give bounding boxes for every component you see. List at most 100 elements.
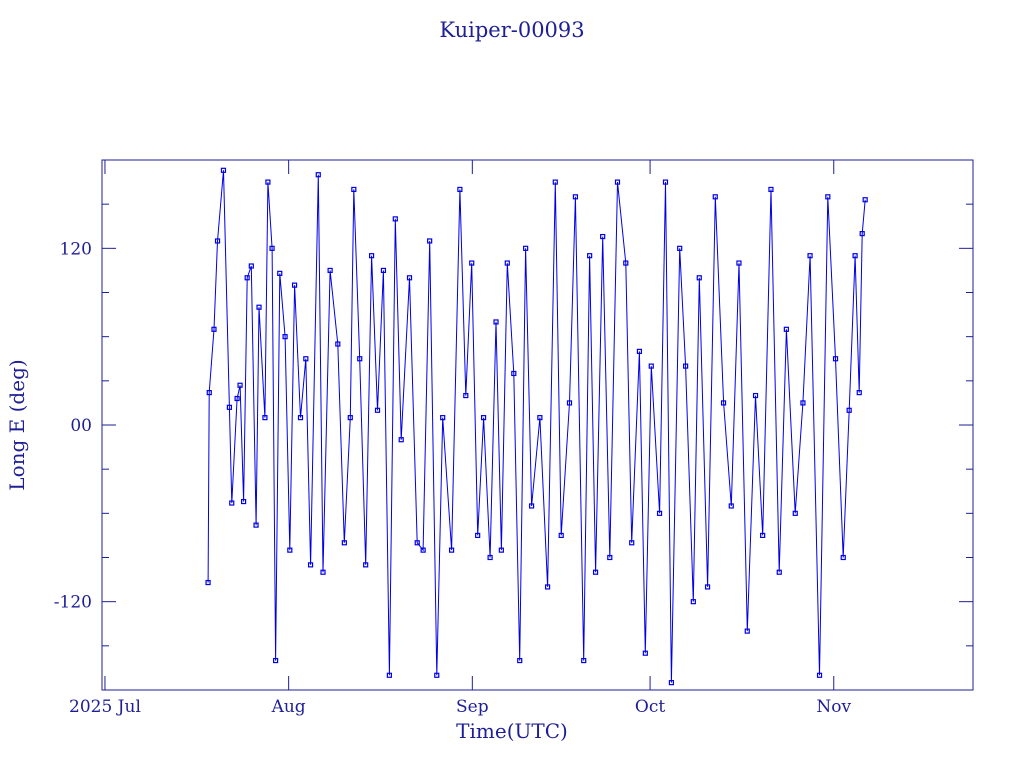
data-point — [226, 404, 232, 410]
data-point — [859, 231, 865, 237]
data-point — [690, 599, 696, 605]
x-axis-label: Time(UTC) — [456, 719, 568, 743]
data-point — [648, 363, 654, 369]
data-point — [807, 253, 813, 259]
y-tick-label: -120 — [54, 593, 92, 613]
data-point — [386, 672, 392, 678]
data-point — [528, 503, 535, 509]
data-point — [840, 554, 846, 561]
data-point — [720, 400, 727, 406]
data-point — [544, 584, 551, 590]
data-point — [572, 194, 579, 200]
data-point — [825, 194, 831, 200]
data-point — [229, 500, 235, 506]
x-tick-label: Aug — [271, 697, 306, 717]
data-point — [341, 540, 347, 546]
data-point — [406, 275, 413, 281]
data-point — [469, 260, 475, 266]
data-point — [256, 304, 262, 310]
data-point — [677, 245, 683, 251]
data-point — [374, 407, 381, 413]
data-point — [253, 522, 259, 528]
data-point — [206, 390, 212, 396]
data-point — [852, 253, 858, 259]
data-point — [414, 540, 420, 546]
data-point — [269, 245, 275, 251]
data-point — [244, 275, 250, 281]
data-point — [303, 356, 309, 362]
data-point — [480, 415, 487, 421]
data-point — [487, 554, 493, 561]
plot-area — [205, 167, 868, 686]
x-tick-label: Sep — [456, 697, 489, 717]
data-point — [205, 579, 211, 586]
data-point — [420, 547, 426, 553]
data-point — [614, 179, 621, 185]
data-point — [392, 216, 398, 222]
data-point — [744, 628, 750, 634]
data-point — [768, 186, 774, 193]
data-point — [683, 363, 689, 369]
data-point — [351, 186, 357, 193]
data-point — [862, 197, 868, 203]
data-point — [357, 356, 363, 362]
data-point — [792, 510, 798, 516]
data-point — [642, 650, 648, 656]
data-point — [297, 415, 304, 421]
data-point — [214, 238, 221, 244]
data-point — [629, 540, 635, 546]
data-point — [704, 584, 711, 590]
data-point — [241, 498, 247, 505]
data-point — [783, 326, 789, 332]
data-point — [776, 569, 782, 575]
data-point — [623, 260, 629, 266]
data-point — [211, 326, 217, 332]
data-point — [760, 532, 766, 539]
data-point — [320, 569, 326, 575]
data-point — [315, 172, 321, 178]
data-point — [736, 260, 742, 266]
data-point — [607, 554, 613, 561]
data-point — [335, 341, 341, 347]
x-tick-label: Oct — [635, 697, 665, 717]
data-point — [363, 562, 369, 568]
data-point — [448, 547, 455, 553]
data-point — [277, 270, 283, 276]
data-point — [800, 400, 806, 406]
x-tick-label: Nov — [816, 697, 851, 717]
data-point — [427, 238, 433, 244]
x-tick-label: 2025 Jul — [69, 697, 141, 717]
data-point — [600, 233, 606, 240]
data-point — [816, 672, 823, 678]
data-point — [566, 400, 573, 406]
data-point — [662, 179, 669, 185]
data-point — [696, 275, 702, 281]
y-axis-label: Long E (deg) — [5, 359, 29, 490]
y-tick-label: 120 — [60, 239, 92, 259]
data-point — [581, 657, 587, 664]
data-point — [856, 390, 862, 396]
data-point — [265, 179, 271, 185]
data-point — [262, 415, 268, 421]
data-point — [587, 253, 593, 259]
data-point — [728, 503, 734, 509]
data-point — [380, 267, 387, 274]
data-point — [498, 547, 504, 553]
data-point — [656, 510, 663, 516]
data-point — [592, 569, 599, 575]
data-point — [368, 253, 375, 259]
data-point — [287, 547, 293, 553]
data-point — [327, 267, 333, 274]
plot-frame — [101, 159, 974, 691]
data-point — [558, 532, 564, 539]
data-point — [347, 415, 353, 421]
data-line — [207, 170, 866, 683]
data-point — [537, 415, 543, 421]
data-point — [475, 532, 481, 539]
data-point — [248, 263, 254, 269]
data-point — [282, 334, 288, 340]
data-point — [668, 680, 675, 686]
data-point — [457, 186, 463, 193]
